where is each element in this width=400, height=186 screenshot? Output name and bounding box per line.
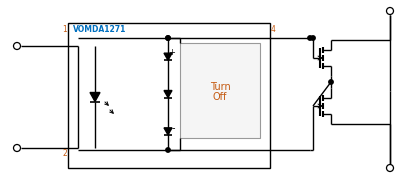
Circle shape <box>308 36 312 40</box>
Polygon shape <box>90 92 100 102</box>
Text: 2: 2 <box>62 149 67 158</box>
Circle shape <box>386 164 394 171</box>
Polygon shape <box>164 53 172 60</box>
Circle shape <box>166 36 170 40</box>
Circle shape <box>166 148 170 152</box>
Circle shape <box>386 7 394 15</box>
Text: -: - <box>172 123 175 133</box>
Text: 1: 1 <box>62 25 67 34</box>
Circle shape <box>311 36 315 40</box>
Circle shape <box>14 42 20 49</box>
Text: 4: 4 <box>271 25 276 34</box>
Text: Turn: Turn <box>210 81 230 92</box>
Text: VOMDA1271: VOMDA1271 <box>73 25 126 34</box>
Bar <box>68 23 270 168</box>
Bar <box>180 43 260 138</box>
Polygon shape <box>164 91 172 97</box>
Circle shape <box>329 80 333 84</box>
Polygon shape <box>164 128 172 135</box>
Circle shape <box>14 145 20 152</box>
Text: +: + <box>168 48 175 57</box>
Text: Off: Off <box>213 92 227 102</box>
Circle shape <box>166 36 170 40</box>
